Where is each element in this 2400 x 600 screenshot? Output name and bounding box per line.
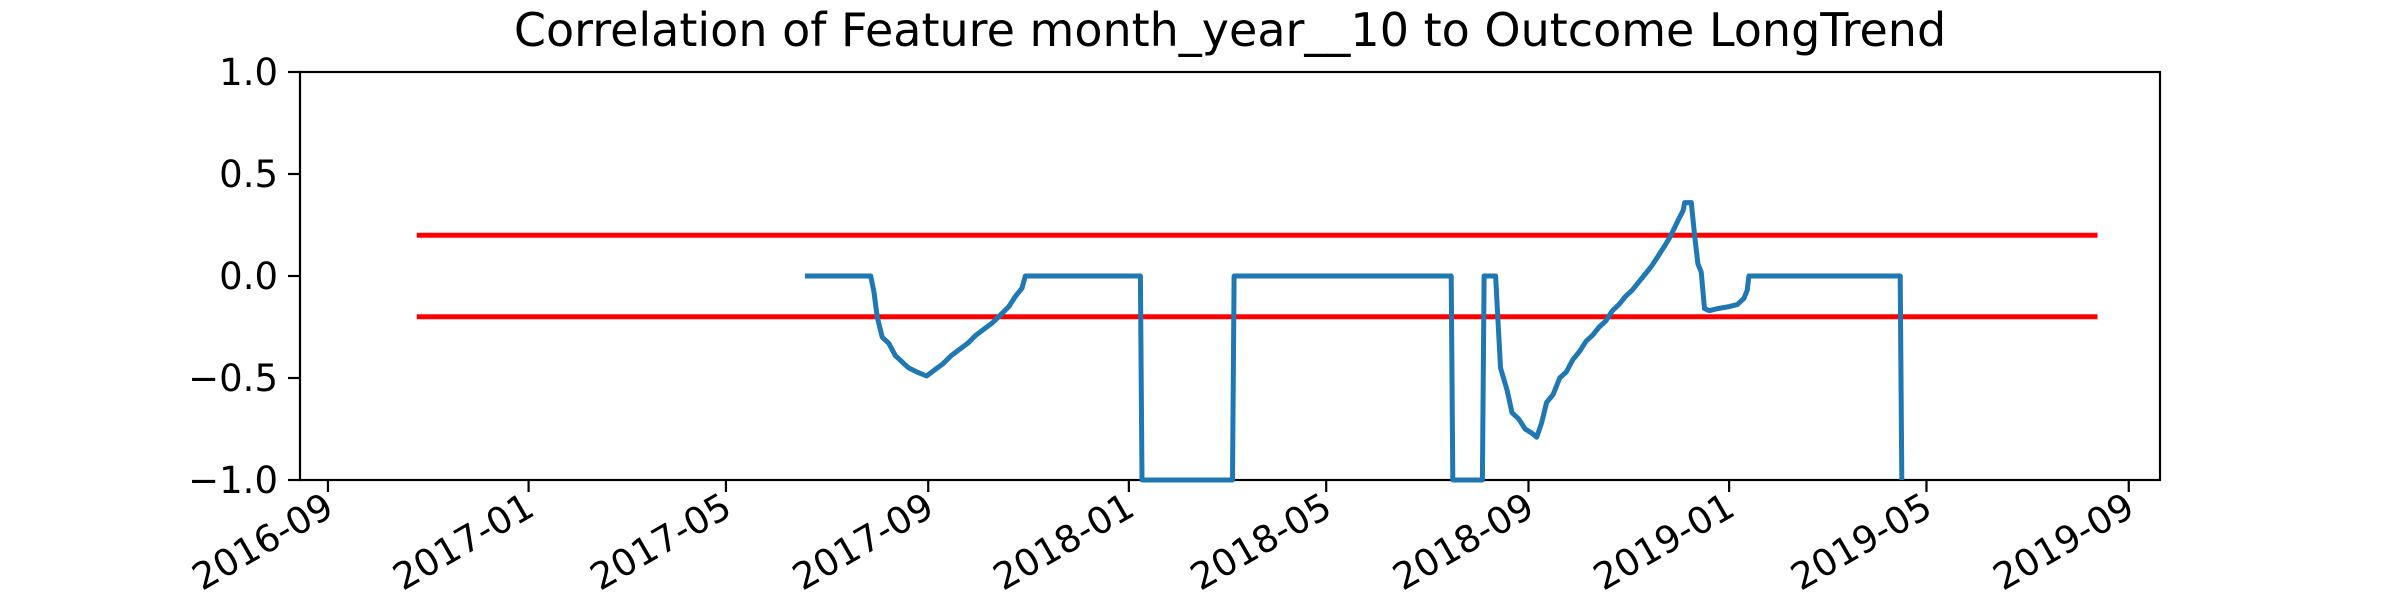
x-tick-label: 2019-09 (1986, 485, 2141, 600)
y-tick-label: 0.0 (219, 255, 278, 298)
x-tick-label: 2018-05 (1183, 485, 1338, 600)
threshold-lines (416, 232, 2098, 320)
series-lines (804, 200, 1905, 483)
x-tick-label: 2017-05 (583, 485, 738, 600)
chart-title: Correlation of Feature month_year__10 to… (514, 3, 1946, 57)
y-tick-label: 1.0 (219, 51, 278, 94)
y-tick-label: −0.5 (188, 357, 278, 400)
x-tick-label: 2018-01 (986, 485, 1141, 600)
y-axis: 1.0 0.5 0.0 −0.5 −1.0 (188, 51, 300, 502)
x-axis: 2016-09 2017-01 2017-05 2017-09 2018-01 2018-… (185, 480, 2141, 599)
y-tick-label: −1.0 (188, 459, 278, 502)
correlation-series-line (804, 200, 1905, 483)
y-tick-label: 0.5 (219, 153, 278, 196)
x-tick-label: 2019-05 (1784, 485, 1939, 600)
x-tick-label: 2017-09 (785, 485, 940, 600)
x-tick-label: 2017-01 (386, 485, 541, 600)
x-tick-label: 2019-01 (1586, 485, 1741, 600)
x-tick-label: 2018-09 (1386, 485, 1541, 600)
